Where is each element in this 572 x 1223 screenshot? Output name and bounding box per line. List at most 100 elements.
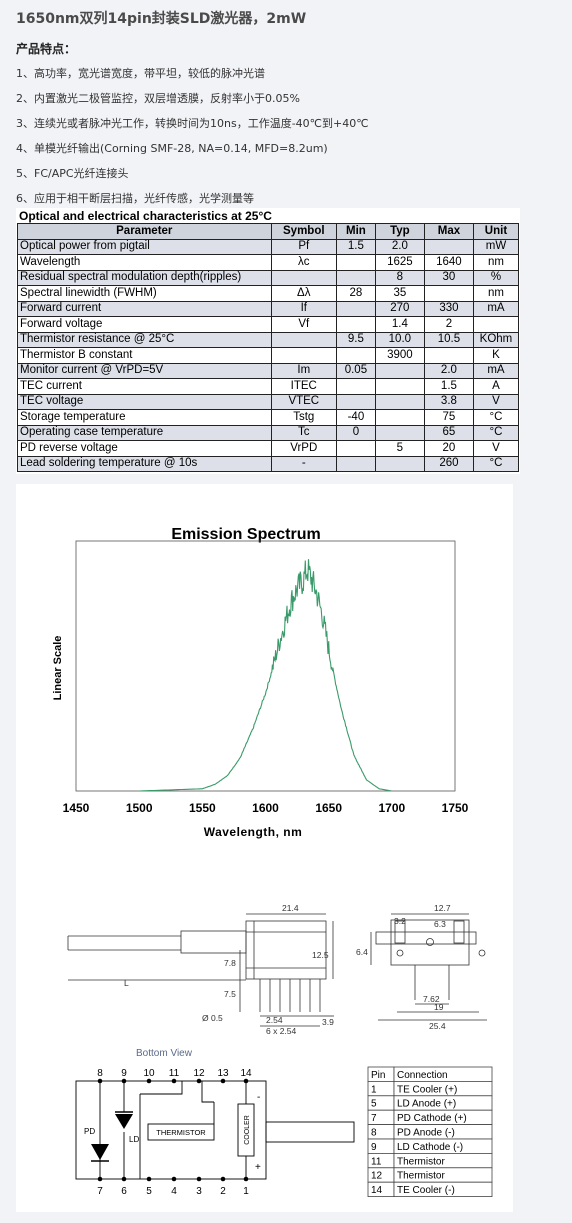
pin-table-text: PD Cathode (+): [397, 1113, 467, 1124]
table-cell: ITEC: [270, 378, 337, 395]
pin-number: 10: [143, 1068, 155, 1079]
dim-label: 7.62: [423, 994, 440, 1004]
table-cell: [374, 393, 425, 410]
table-cell: Vf: [270, 316, 337, 333]
table-cell: Δλ: [270, 285, 337, 302]
bottom-view-title: Bottom View: [136, 1048, 193, 1059]
table-cell: A: [472, 378, 520, 395]
dim-label: 6.4: [356, 947, 368, 957]
table-cell: Pf: [270, 238, 337, 255]
dim-label: 25.4: [429, 1021, 446, 1031]
table-cell: TEC current: [17, 378, 272, 395]
table-cell: Tstg: [270, 409, 337, 426]
table-cell: [335, 300, 376, 317]
table-cell: Operating case temperature: [17, 424, 272, 441]
x-tick-label: 1450: [63, 801, 90, 815]
spec-header-cell: Typ: [374, 223, 425, 240]
table-cell: 9.5: [335, 331, 376, 348]
table-cell: [270, 331, 337, 348]
table-cell: λc: [270, 254, 337, 271]
table-row: Lead soldering temperature @ 10s - 260 °C: [17, 455, 520, 472]
table-row: PD reverse voltage VrPD 5 20 V: [17, 440, 520, 457]
table-cell: mA: [472, 362, 520, 379]
table-cell: 2.0: [423, 362, 474, 379]
table-row: Spectral linewidth (FWHM) Δλ 28 35 nm: [17, 285, 520, 302]
table-cell: 35: [374, 285, 425, 302]
table-cell: 65: [423, 424, 474, 441]
table-cell: Thermistor B constant: [17, 347, 272, 364]
mechanical-side-view: [370, 913, 487, 1021]
schematic-lines: [75, 1080, 355, 1180]
table-row: Residual spectral modulation depth(rippl…: [17, 269, 520, 286]
table-cell: VTEC: [270, 393, 337, 410]
table-cell: 20: [423, 440, 474, 457]
table-cell: Wavelength: [17, 254, 272, 271]
pin-number: 9: [121, 1068, 127, 1079]
pin-number: 12: [193, 1068, 205, 1079]
table-cell: 1.5: [335, 238, 376, 255]
table-row: Operating case temperature Tc 0 65 °C: [17, 424, 520, 441]
table-cell: 10.5: [423, 331, 474, 348]
pin-number: 2: [220, 1186, 226, 1197]
table-cell: VrPD: [270, 440, 337, 457]
dim-label: 2.54: [266, 1015, 283, 1025]
table-cell: 10.0: [374, 331, 425, 348]
dim-label: 3.9: [322, 1017, 334, 1027]
table-cell: 1.4: [374, 316, 425, 333]
table-row: Monitor current @ VrPD=5V Im 0.05 2.0 mA: [17, 362, 520, 379]
feature-item: 4、单模光纤输出(Corning SMF-28, NA=0.14, MFD=8.…: [16, 142, 328, 155]
table-cell: 5: [374, 440, 425, 457]
table-cell: Storage temperature: [17, 409, 272, 426]
pin-table-text: TE Cooler (-): [397, 1185, 455, 1196]
table-row: TEC voltage VTEC 3.8 V: [17, 393, 520, 410]
table-cell: Im: [270, 362, 337, 379]
table-cell: [270, 269, 337, 286]
table-cell: [374, 455, 425, 472]
mechanical-top-labels: 21.4 12.5 7.8 7.5 Ø 0.5 2.54 6 x 2.54 3.…: [124, 903, 334, 1036]
pin-table-text: 14: [371, 1185, 383, 1196]
table-row: Thermistor resistance @ 25°C 9.5 10.0 10.5 K…: [17, 331, 520, 348]
table-cell: Forward current: [17, 300, 272, 317]
spectrum-line: [139, 559, 392, 792]
table-cell: [374, 424, 425, 441]
feature-item: 3、连续光或者脉冲光工作，转换时间为10ns，工作温度-40℃到+40℃: [16, 117, 369, 130]
figure-panel: Emission Spectrum Linear Scale 1450 1500 1…: [16, 484, 513, 1212]
chart-title: Emission Spectrum: [171, 526, 320, 543]
table-cell: mA: [472, 300, 520, 317]
cooler-plus: +: [255, 1162, 261, 1173]
spec-table-header: Parameter Symbol Min Typ Max Unit: [17, 223, 520, 240]
pin-table-text: LD Cathode (-): [397, 1142, 463, 1153]
table-cell: [335, 440, 376, 457]
pin-number: 13: [217, 1068, 229, 1079]
table-cell: Optical power from pigtail: [17, 238, 272, 255]
feature-item: 1、高功率，宽光谱宽度，带平坦，较低的脉冲光谱: [16, 67, 265, 80]
dim-label: 19: [434, 1002, 444, 1012]
table-cell: Residual spectral modulation depth(rippl…: [17, 269, 272, 286]
table-cell: Spectral linewidth (FWHM): [17, 285, 272, 302]
features-heading: 产品特点：: [16, 42, 77, 56]
table-row: Forward current If 270 330 mA: [17, 300, 520, 317]
feature-item: 5、FC/APC光纤连接头: [16, 167, 129, 180]
table-cell: 28: [335, 285, 376, 302]
table-cell: 3900: [374, 347, 425, 364]
table-cell: [335, 455, 376, 472]
table-cell: 1640: [423, 254, 474, 271]
chart-xlabel: Wavelength, nm: [204, 825, 303, 839]
table-row: Thermistor B constant 3900 K: [17, 347, 520, 364]
table-cell: 1.5: [423, 378, 474, 395]
table-cell: [472, 316, 520, 333]
x-tick-label: 1550: [189, 801, 216, 815]
table-cell: 75: [423, 409, 474, 426]
table-cell: 330: [423, 300, 474, 317]
pin-table-text: 8: [371, 1128, 377, 1139]
table-cell: °C: [472, 424, 520, 441]
table-cell: TEC voltage: [17, 393, 272, 410]
table-cell: 1625: [374, 254, 425, 271]
dim-label: 6.3: [434, 919, 446, 929]
x-tick-label: 1700: [378, 801, 405, 815]
table-cell: 2.0: [374, 238, 425, 255]
thermistor-label: THERMISTOR: [156, 1128, 206, 1137]
table-cell: [335, 269, 376, 286]
dim-label: 6 x 2.54: [266, 1026, 297, 1036]
pin-numbers: 8 9 10 11 12 13 14 7 6 5 4 3 2 1: [97, 1068, 252, 1197]
